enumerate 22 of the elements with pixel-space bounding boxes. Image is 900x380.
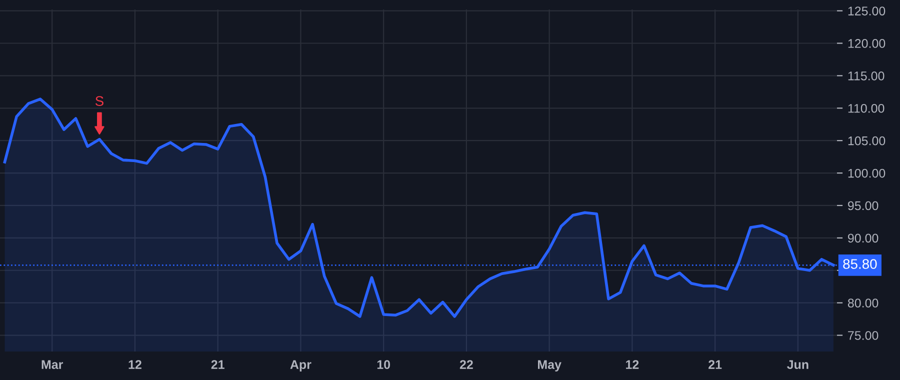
x-tick-label: 12 <box>626 360 639 369</box>
y-tick-label: 80.00 <box>848 298 878 308</box>
x-tick-label: 21 <box>708 360 722 369</box>
x-tick-label: Mar <box>42 360 64 370</box>
y-tick-label: 100.00 <box>848 168 886 178</box>
x-tick-label: Apr <box>290 360 312 372</box>
y-tick-label: 75.00 <box>848 331 878 340</box>
y-tick-label: 125.00 <box>848 6 886 16</box>
annotation: S <box>95 96 104 106</box>
x-tick-label: May <box>538 360 562 372</box>
y-tick-label: 115.00 <box>848 71 884 80</box>
x-tick-label: 10 <box>377 360 390 370</box>
y-tick-label: 110.00 <box>848 104 884 113</box>
x-tick-label: 21 <box>211 360 224 369</box>
y-tick-label: 105.00 <box>848 136 886 146</box>
x-tick-label: 22 <box>460 360 473 369</box>
y-tick-label: 95.00 <box>848 201 878 210</box>
x-tick-label: 12 <box>128 360 142 369</box>
ref-line-label: 85.80 <box>843 259 877 269</box>
y-tick-label: 90.00 <box>848 234 878 243</box>
x-tick-label: Jun <box>787 360 808 370</box>
y-tick-label: 120.00 <box>848 39 886 48</box>
